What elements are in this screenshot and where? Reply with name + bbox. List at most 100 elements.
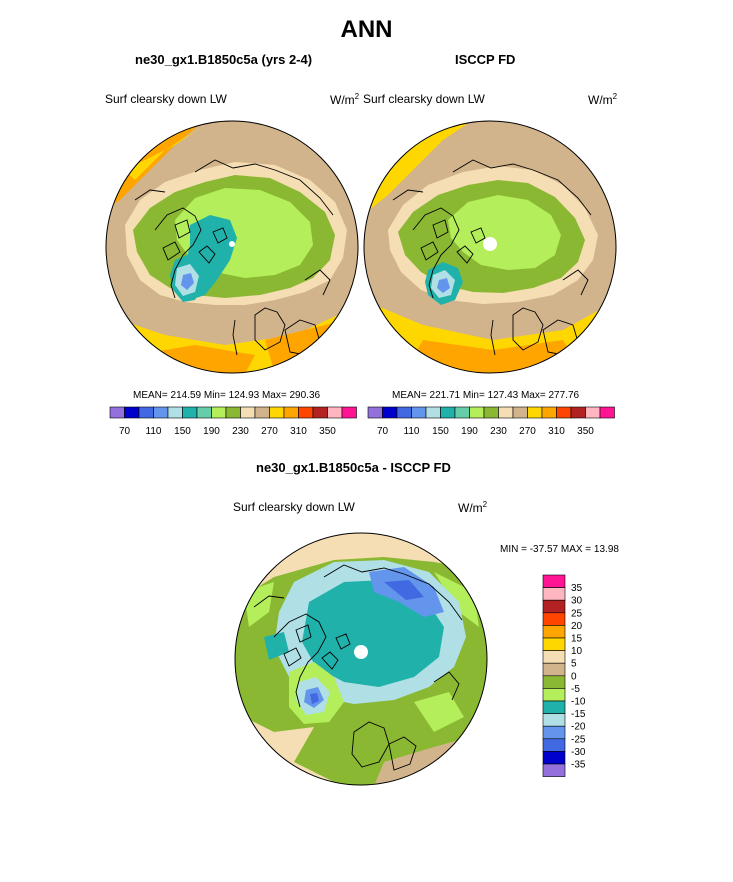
- colorbar-tick-label-diff: -25: [571, 734, 586, 745]
- colorbar-tick-label-diff: -10: [571, 697, 586, 708]
- colorbar-tick-label-diff: 25: [571, 608, 583, 619]
- colorbar-swatch-model: [254, 406, 270, 419]
- colorbar-tick-label-model: 110: [146, 426, 162, 437]
- colorbar-swatch-obs: [498, 406, 514, 419]
- colorbar-swatch-model: [196, 406, 212, 419]
- colorbar-tick-label-model: 70: [119, 426, 131, 437]
- units-label-model: W/m2: [330, 92, 360, 107]
- colorbar-tick-label-model: 230: [232, 426, 249, 437]
- colorbar-swatch-model: [298, 406, 314, 419]
- polar-map-diff: [234, 532, 488, 786]
- colorbar-swatch-diff: [542, 713, 566, 727]
- colorbar-swatch-obs: [512, 406, 528, 419]
- colorbar-swatch-diff: [542, 675, 566, 689]
- colorbar-tick-label-diff: 10: [571, 646, 583, 657]
- colorbar-swatch-obs: [425, 406, 441, 419]
- panel-title-model: ne30_gx1.B1850c5a (yrs 2-4): [135, 52, 313, 67]
- colorbar-swatch-model: [225, 406, 241, 419]
- colorbar-swatch-obs: [469, 406, 485, 419]
- colorbar-swatch-diff: [542, 763, 566, 777]
- figure-title: ANN: [340, 16, 393, 43]
- colorbar-tick-label-diff: -5: [571, 684, 580, 695]
- colorbar-swatch-model: [312, 406, 328, 419]
- colorbar-swatch-obs: [483, 406, 499, 419]
- colorbar-swatch-obs: [454, 406, 470, 419]
- colorbar-swatch-diff: [542, 599, 566, 614]
- units-label-diff: W/m2: [458, 500, 488, 515]
- colorbar-swatch-diff: [542, 738, 566, 752]
- colorbar-swatch-model: [124, 406, 140, 419]
- colorbar-swatch-model: [153, 406, 169, 419]
- panel-title-diff: ne30_gx1.B1850c5a - ISCCP FD: [256, 460, 451, 475]
- colorbar-obs: 70 110 150 190 230 270 310 350: [367, 406, 615, 437]
- variable-label-model: Surf clearsky down LW: [105, 92, 227, 106]
- colorbar-swatch-model: [182, 406, 198, 419]
- colorbar-tick-label-diff: 15: [571, 634, 583, 645]
- colorbar-tick-label-diff: 20: [571, 621, 583, 632]
- colorbar-swatch-diff: [542, 625, 566, 639]
- colorbar-swatch-diff: [542, 612, 566, 626]
- colorbar-swatch-obs: [411, 406, 427, 419]
- colorbar-swatch-obs: [599, 406, 615, 419]
- variable-label-diff: Surf clearsky down LW: [233, 500, 355, 514]
- colorbar-tick-label-diff: 35: [571, 583, 583, 594]
- colorbar-tick-label-diff: -30: [571, 747, 586, 758]
- colorbar-swatch-diff: [542, 650, 566, 664]
- colorbar-swatch-obs: [556, 406, 572, 419]
- units-label-obs: W/m2: [588, 92, 618, 107]
- stats-obs: MEAN= 221.71 Min= 127.43 Max= 277.76: [392, 390, 580, 401]
- colorbar-tick-label-obs: 230: [490, 426, 507, 437]
- colorbar-swatch-diff: [542, 751, 566, 765]
- colorbar-tick-label-diff: 0: [571, 671, 577, 682]
- colorbar-swatch-diff: [542, 725, 566, 740]
- colorbar-swatch-model: [109, 406, 125, 419]
- colorbar-swatch-model: [283, 406, 299, 419]
- colorbar-swatch-diff: [542, 637, 566, 651]
- colorbar-swatch-obs: [570, 406, 586, 419]
- colorbar-swatch-obs: [396, 406, 412, 419]
- colorbar-swatch-model: [167, 406, 183, 419]
- colorbar-tick-label-diff: -20: [571, 722, 586, 733]
- colorbar-tick-label-diff: -35: [571, 760, 586, 771]
- colorbar-swatch-obs: [367, 406, 383, 419]
- colorbar-tick-label-obs: 110: [404, 426, 420, 437]
- colorbar-swatch-model: [211, 406, 227, 419]
- colorbar-swatch-model: [341, 406, 357, 419]
- colorbar-swatch-model: [327, 406, 343, 419]
- colorbar-tick-label-diff: -15: [571, 709, 586, 720]
- colorbar-swatch-obs: [440, 406, 456, 419]
- colorbar-swatch-diff: [542, 700, 566, 714]
- colorbar-tick-label-diff: 5: [571, 659, 577, 670]
- colorbar-tick-label-model: 190: [203, 426, 220, 437]
- polar-map-model: [105, 120, 359, 374]
- colorbar-model: 70 110 150 190 230 270 310 350: [109, 406, 357, 437]
- colorbar-swatch-model: [240, 406, 256, 419]
- colorbar-tick-label-model: 270: [261, 426, 278, 437]
- colorbar-swatch-diff: [542, 574, 566, 588]
- colorbar-tick-label-obs: 150: [432, 426, 449, 437]
- colorbar-swatch-diff: [542, 587, 566, 601]
- colorbar-tick-label-obs: 310: [548, 426, 565, 437]
- colorbar-tick-label-obs: 190: [461, 426, 478, 437]
- colorbar-tick-label-obs: 270: [519, 426, 536, 437]
- colorbar-swatch-obs: [527, 406, 543, 419]
- colorbar-swatch-model: [138, 406, 154, 419]
- variable-label-obs: Surf clearsky down LW: [363, 92, 485, 106]
- colorbar-swatch-diff: [542, 662, 566, 677]
- colorbar-swatch-obs: [541, 406, 557, 419]
- colorbar-tick-label-model: 310: [290, 426, 307, 437]
- panel-title-obs: ISCCP FD: [455, 52, 516, 67]
- colorbar-swatch-obs: [382, 406, 398, 419]
- colorbar-swatch-model: [269, 406, 285, 419]
- stats-model: MEAN= 214.59 Min= 124.93 Max= 290.36: [133, 390, 321, 401]
- colorbar-swatch-obs: [585, 406, 601, 419]
- polar-map-obs: [363, 120, 617, 374]
- colorbar-tick-label-diff: 30: [571, 596, 583, 607]
- colorbar-tick-label-obs: 70: [377, 426, 389, 437]
- stats-diff: MIN = -37.57 MAX = 13.98: [500, 544, 619, 555]
- colorbar-tick-label-obs: 350: [577, 426, 594, 437]
- colorbar-swatch-diff: [542, 688, 566, 702]
- colorbar-tick-label-model: 350: [319, 426, 336, 437]
- colorbar-tick-label-model: 150: [174, 426, 191, 437]
